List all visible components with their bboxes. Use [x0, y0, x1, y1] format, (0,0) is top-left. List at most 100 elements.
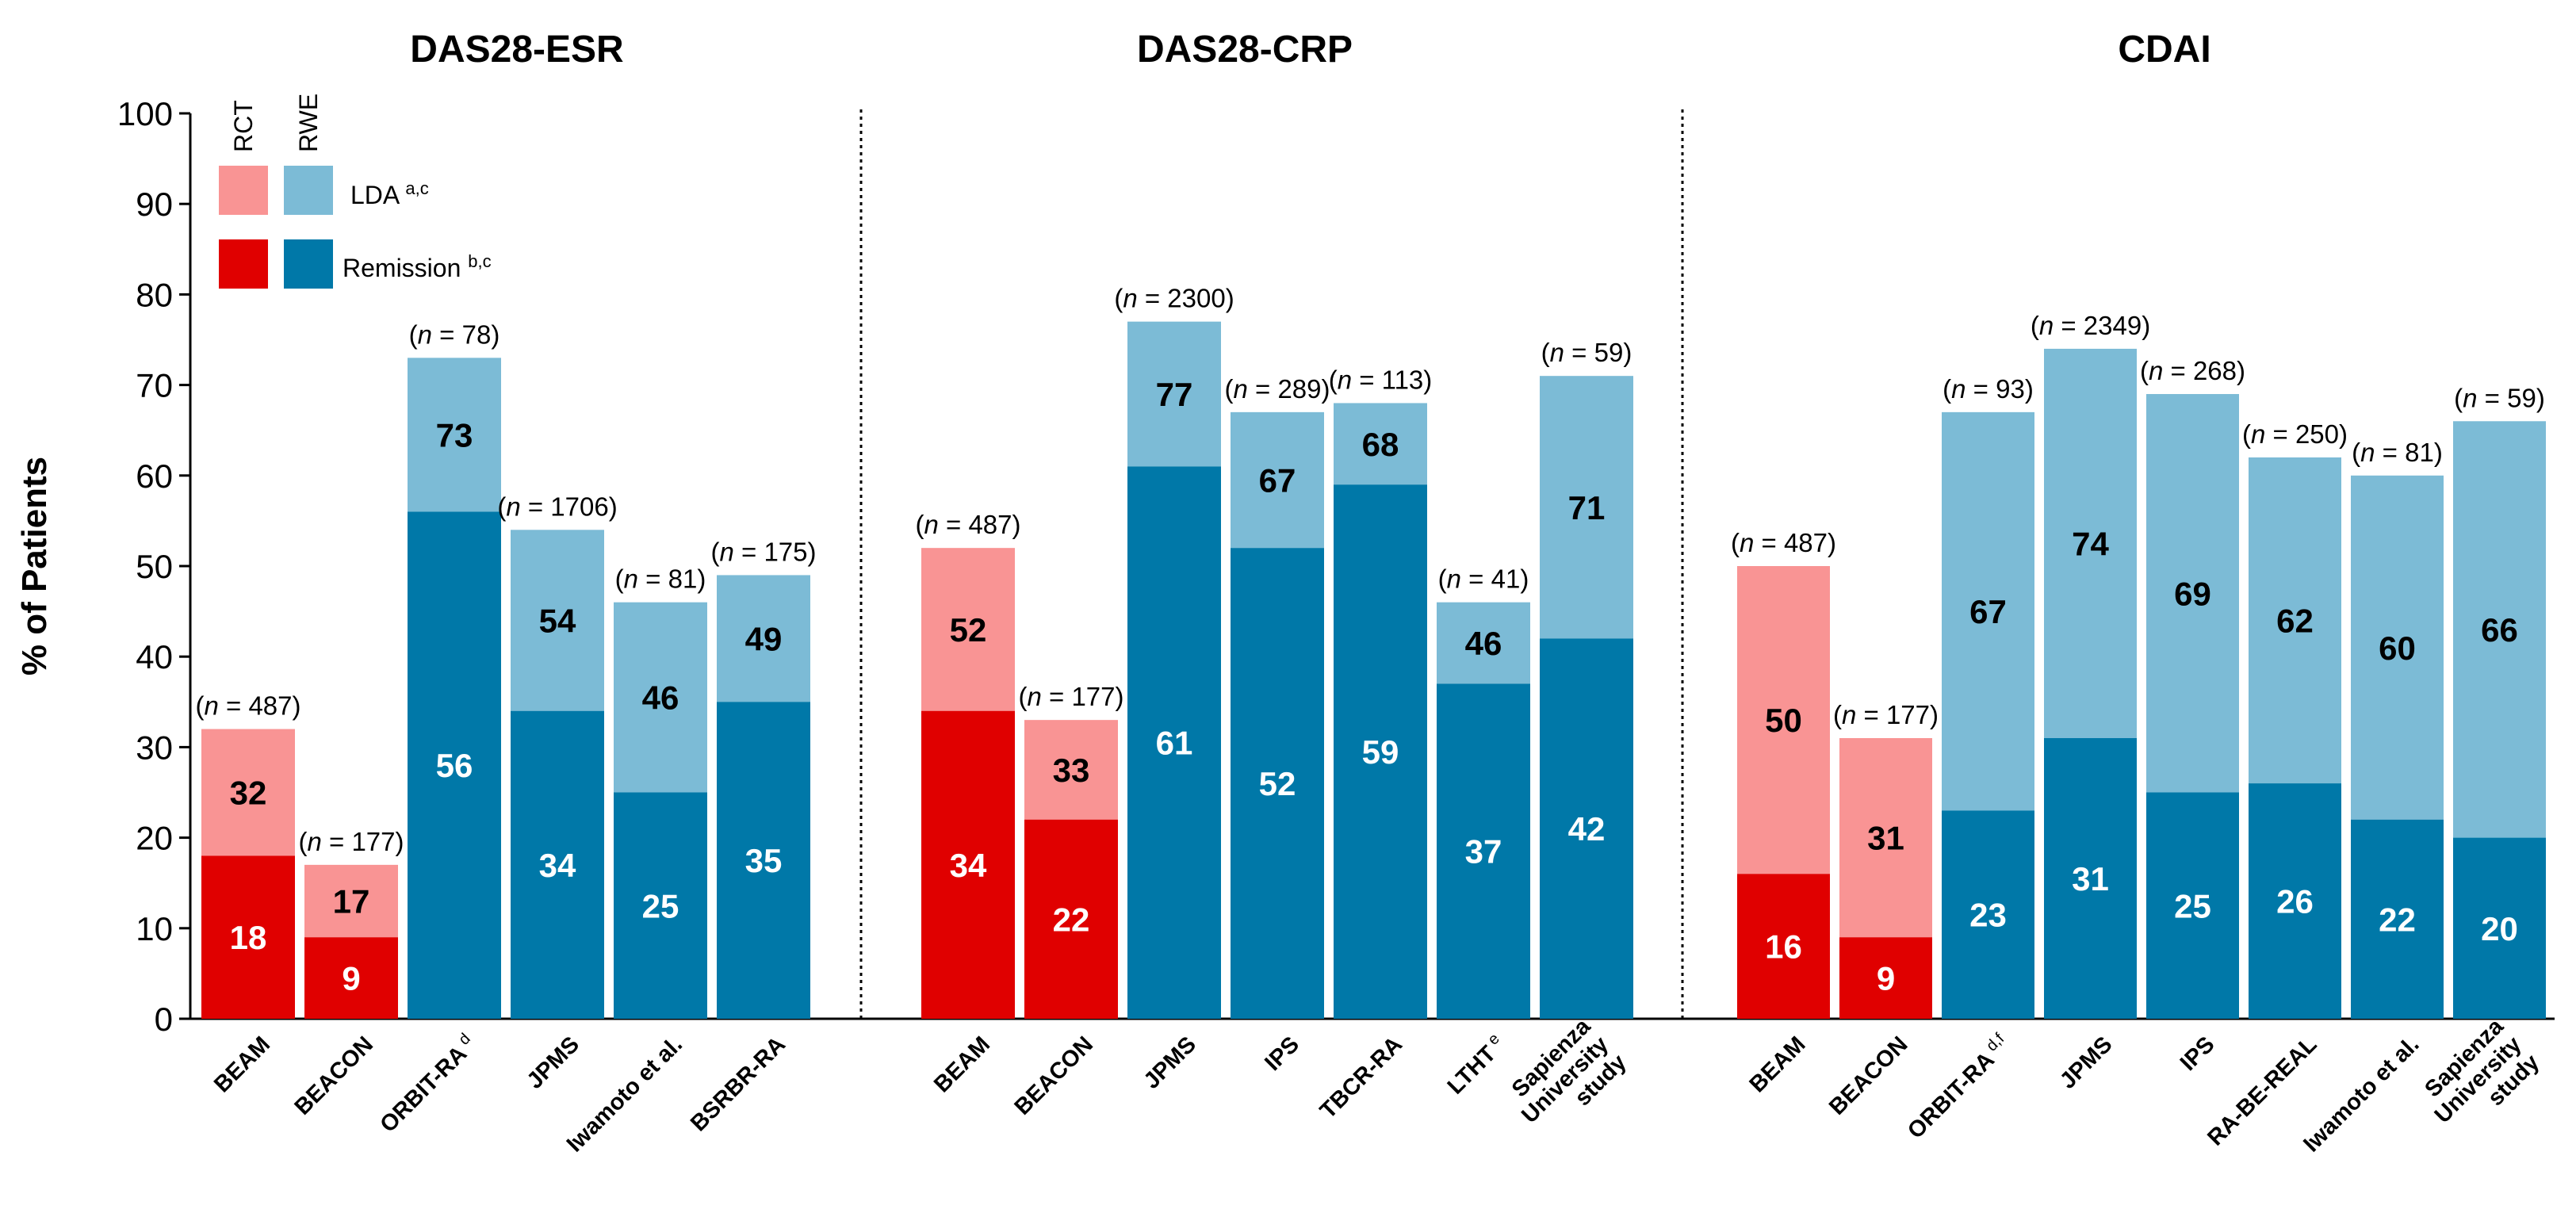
data-label-lda: 68: [1362, 426, 1399, 463]
n-label: (n = 175): [710, 537, 816, 566]
category-label-line: JPMS: [2055, 1031, 2117, 1093]
y-tick-label: 70: [136, 367, 173, 404]
bar-remission: [2453, 837, 2546, 1019]
x-tick-label: BEAM: [209, 1031, 275, 1097]
bar-lda: [1737, 566, 1830, 874]
category-label-line: BEACON: [1010, 1031, 1098, 1119]
category-label-line: ORBIT-RA d,f: [1901, 1030, 2015, 1144]
n-label: (n = 487): [195, 691, 300, 721]
category-label-line: ORBIT-RA d: [373, 1030, 481, 1138]
data-label-lda: 74: [2072, 525, 2109, 562]
data-label-lda: 49: [745, 620, 783, 657]
category-label-line: LTHT e: [1441, 1030, 1510, 1099]
category-label-line: JPMS: [1139, 1031, 1201, 1093]
data-label-remission: 34: [539, 847, 576, 884]
category-label-line: BEACON: [290, 1031, 378, 1119]
category-label-line: BEAM: [929, 1031, 995, 1097]
data-label-lda: 73: [436, 416, 473, 453]
n-label: (n = 2300): [1114, 284, 1234, 313]
category-label-line: JPMS: [522, 1031, 584, 1093]
bar-lda: [2351, 475, 2444, 820]
category-label-line: BEACON: [1824, 1031, 1912, 1119]
x-tick-label: BEAM: [929, 1031, 995, 1097]
data-label-remission: 16: [1765, 928, 1802, 966]
data-label-remission: 22: [1053, 901, 1090, 938]
data-label-remission: 9: [1877, 960, 1895, 997]
data-label-remission: 9: [342, 960, 360, 997]
data-label-lda: 54: [539, 603, 576, 640]
legend: RCT RWE LDA a,c Remission b,c: [219, 94, 492, 289]
y-tick-label: 40: [136, 638, 173, 675]
data-label-remission: 42: [1568, 810, 1606, 848]
bar-lda: [2146, 394, 2239, 793]
x-tick-label: BEACON: [1824, 1031, 1912, 1119]
panel-title: DAS28-ESR: [410, 29, 623, 71]
x-tick-label: LTHT e: [1441, 1030, 1510, 1099]
bar-remission: [717, 702, 810, 1019]
data-label-lda: 50: [1765, 702, 1802, 739]
data-label-remission: 23: [1969, 897, 2007, 934]
data-label-remission: 35: [745, 842, 783, 879]
bar-remission: [2146, 792, 2239, 1019]
bar-lda: [1942, 411, 2034, 811]
n-label: (n = 93): [1943, 374, 2034, 404]
y-tick-label: 50: [136, 548, 173, 585]
bar-remission: [1127, 466, 1221, 1019]
bar-lda: [921, 548, 1015, 711]
bar-remission: [1437, 683, 1530, 1019]
category-label-line: IPS: [1260, 1031, 1304, 1076]
bar-lda: [1437, 602, 1530, 684]
x-tick-label: ORBIT-RA d: [373, 1030, 481, 1138]
y-tick-label: 100: [117, 95, 173, 132]
n-label: (n = 177): [1018, 682, 1123, 711]
category-label-line: TBCR-RA: [1315, 1031, 1407, 1123]
bar-lda: [2044, 348, 2137, 738]
data-label-lda: 71: [1568, 489, 1606, 526]
x-tick-label: BSRBR-RA: [686, 1031, 790, 1136]
legend-label: Remission b,c: [343, 251, 492, 283]
bar-remission: [304, 937, 398, 1019]
x-tick-label: TBCR-RA: [1315, 1031, 1407, 1123]
x-tick-label: BEACON: [1010, 1031, 1098, 1119]
n-label: (n = 1706): [497, 492, 617, 521]
bar-remission: [921, 710, 1015, 1019]
bar-lda: [201, 729, 295, 856]
data-label-remission: 56: [436, 747, 473, 784]
y-tick-label: 30: [136, 729, 173, 766]
bar-remission: [1024, 819, 1118, 1019]
bar-remission: [408, 511, 501, 1019]
data-label-remission: 34: [950, 847, 987, 884]
x-tick-label: ORBIT-RA d,f: [1901, 1030, 2015, 1144]
y-tick-label: 20: [136, 820, 173, 857]
data-label-lda: 67: [1969, 593, 2007, 630]
n-label: (n = 59): [2454, 383, 2545, 412]
n-label: (n = 113): [1329, 365, 1433, 394]
data-label-remission: 31: [2072, 860, 2109, 897]
data-label-lda: 60: [2379, 629, 2416, 667]
data-label-lda: 32: [230, 775, 267, 812]
x-tick-label: JPMS: [522, 1031, 584, 1093]
x-tick-label: IPS: [2176, 1031, 2220, 1076]
n-label: (n = 81): [2352, 438, 2443, 467]
n-label: (n = 487): [915, 510, 1020, 539]
bar-remission: [1737, 874, 1830, 1019]
bar-remission: [2351, 819, 2444, 1019]
legend-col-header: RCT: [229, 100, 258, 152]
data-label-lda: 46: [1465, 625, 1502, 662]
bar-remission: [614, 792, 707, 1019]
bar-lda: [1334, 403, 1427, 485]
legend-swatch-rwe: [284, 239, 333, 289]
bar-remission: [1839, 937, 1932, 1019]
data-label-lda: 69: [2174, 575, 2211, 612]
bar-lda: [614, 602, 707, 793]
y-tick-label: 90: [136, 186, 173, 223]
legend-swatch-rct: [219, 166, 268, 215]
data-label-lda: 33: [1053, 752, 1090, 789]
bar-remission: [201, 855, 295, 1019]
data-label-lda: 46: [642, 679, 679, 717]
n-label: (n = 59): [1541, 338, 1632, 367]
bar-lda: [2249, 457, 2341, 784]
n-label: (n = 177): [298, 827, 404, 856]
